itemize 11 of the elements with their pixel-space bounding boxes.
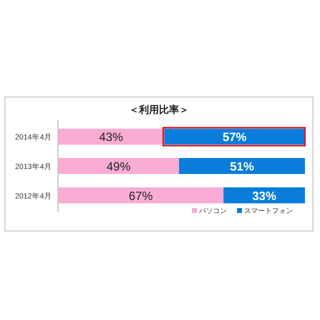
bar: [58, 158, 180, 174]
bar: [179, 158, 305, 174]
bar: [58, 187, 224, 204]
data-label: 67%: [128, 188, 154, 203]
bar: [223, 187, 305, 204]
data-label: 43%: [99, 130, 124, 144]
data-label: 33%: [252, 188, 277, 203]
data-label: 49%: [106, 160, 131, 174]
data-label: 57%: [222, 130, 247, 144]
chart-title: ＜利用比率＞: [129, 104, 189, 116]
data-label: 51%: [230, 160, 254, 174]
